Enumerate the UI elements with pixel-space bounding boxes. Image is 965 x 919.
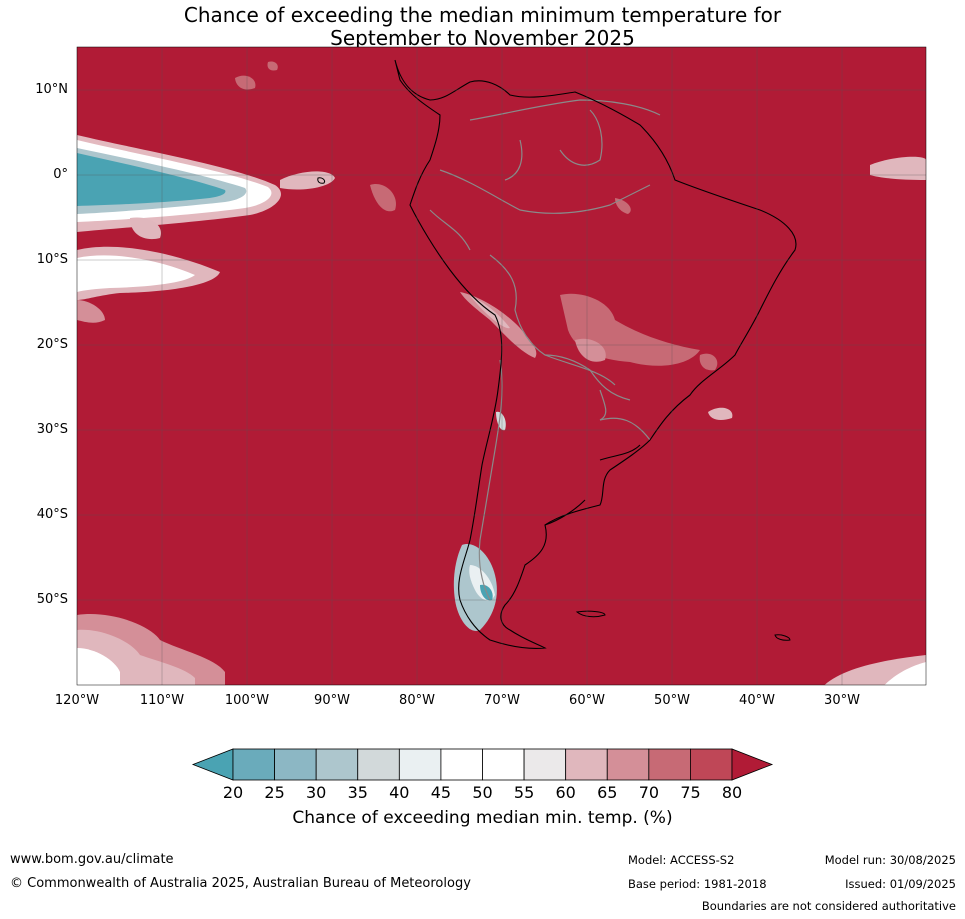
lat-label-10n: 10°N <box>35 82 68 97</box>
south-atlantic-cool-region <box>708 156 926 685</box>
base-period-text: Base period: 1981-2018 <box>628 877 767 891</box>
colorbar-extension-high <box>731 748 774 781</box>
coastlines <box>394 59 797 649</box>
map-title: Chance of exceeding the median minimum t… <box>0 4 965 50</box>
issued-text: Issued: 01/09/2025 <box>845 877 956 891</box>
disclaimer-text: Boundaries are not considered authoritat… <box>701 899 956 913</box>
colorbar-extension-low <box>191 748 234 781</box>
colorbar-segment <box>398 748 442 781</box>
colorbar-segment <box>274 748 317 781</box>
colorbar-segment <box>482 748 525 781</box>
colorbar-tick-label: 20 <box>222 783 244 802</box>
probability-field <box>77 47 926 685</box>
country-boundaries <box>429 99 661 601</box>
colorbar <box>191 748 774 781</box>
lon-label-110w: 110°W <box>139 693 185 708</box>
lon-label-80w: 80°W <box>399 693 435 708</box>
colorbar-tick-label: 45 <box>430 783 452 802</box>
graticule <box>77 47 926 685</box>
copyright-text: © Commonwealth of Australia 2025, Austra… <box>10 876 471 891</box>
colorbar-tick-label: 80 <box>721 783 743 802</box>
colorbar-segment <box>606 748 650 781</box>
lat-label-10s: 10°S <box>36 252 68 267</box>
colorbar-tick-label: 75 <box>680 783 701 802</box>
south-pacific-cool-region <box>77 614 225 685</box>
colorbar-tick-label: 35 <box>347 783 368 802</box>
colorbar-tick-label: 70 <box>638 783 660 802</box>
lon-label-70w: 70°W <box>484 693 520 708</box>
colorbar-segment <box>690 748 733 781</box>
website-link[interactable]: www.bom.gov.au/climate <box>10 852 174 867</box>
colorbar-tick-label: 40 <box>389 783 410 802</box>
colorbar-segment <box>232 748 275 781</box>
colorbar-tick-label: 50 <box>472 783 493 802</box>
lat-label-50s: 50°S <box>36 592 68 607</box>
lat-label-0: 0° <box>53 167 68 182</box>
islands <box>317 177 791 641</box>
colorbar-segment <box>315 748 359 781</box>
lon-label-120w: 120°W <box>54 693 100 708</box>
colorbar-segment <box>565 748 608 781</box>
colorbar-tick-label: 65 <box>597 783 618 802</box>
colorbar-label: Chance of exceeding median min. temp. (%… <box>292 808 673 828</box>
colorbar-segment <box>648 748 691 781</box>
model-text: Model: ACCESS-S2 <box>628 853 735 867</box>
colorbar-tick-label: 60 <box>555 783 576 802</box>
colorbar-segment <box>440 748 483 781</box>
colorbar-segment <box>357 748 400 781</box>
colorbar-tick-label: 55 <box>513 783 535 802</box>
colorbar-segment <box>523 748 567 781</box>
lat-label-20s: 20°S <box>36 337 68 352</box>
model-run-text: Model run: 30/08/2025 <box>824 853 956 867</box>
colorbar-tick-label: 25 <box>264 783 285 802</box>
title-line-2: September to November 2025 <box>330 26 635 50</box>
title-line-1: Chance of exceeding the median minimum t… <box>183 3 782 27</box>
lon-label-30w: 30°W <box>824 693 860 708</box>
lat-label-40s: 40°S <box>36 507 68 522</box>
lon-label-90w: 90°W <box>314 693 350 708</box>
lon-label-100w: 100°W <box>224 693 270 708</box>
lon-label-50w: 50°W <box>654 693 690 708</box>
lat-label-30s: 30°S <box>36 422 68 437</box>
lon-label-60w: 60°W <box>569 693 605 708</box>
colorbar-tick-label: 30 <box>306 783 327 802</box>
lon-label-40w: 40°W <box>739 693 775 708</box>
map-frame <box>76 46 927 686</box>
